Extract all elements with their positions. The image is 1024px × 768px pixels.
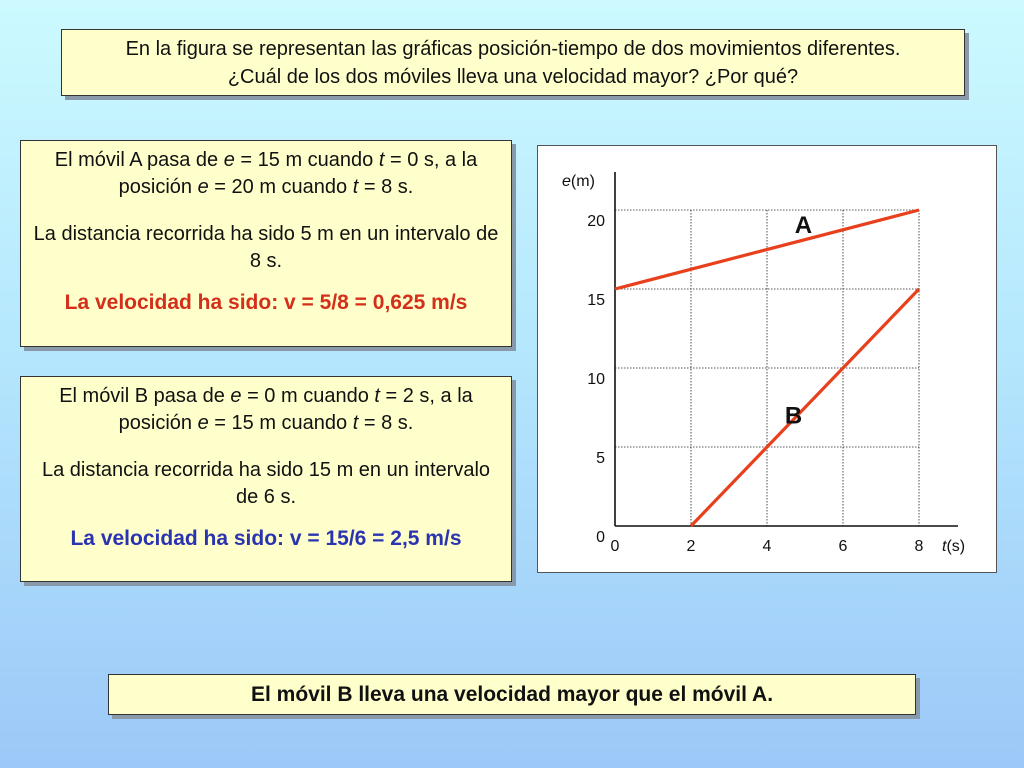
mobile-a-text-4: = 20 m cuando [208, 176, 353, 198]
x-tick-label: 8 [915, 538, 924, 555]
mobile-b-description: El móvil B pasa de e = 0 m cuando t = 2 … [29, 383, 503, 437]
series-line-b [689, 287, 921, 528]
y-axis-label-var: e [562, 173, 571, 190]
mobile-a-var-3: e [197, 176, 209, 198]
mobile-a-text-5: = 8 s. [358, 176, 414, 198]
mobile-b-text-1: El móvil B pasa de [59, 385, 231, 407]
y-tick-label: 0 [596, 529, 605, 546]
y-tick-label: 5 [596, 450, 605, 467]
mobile-a-var-2: t [378, 149, 385, 171]
question-line-2: ¿Cuál de los dos móviles lleva una veloc… [227, 66, 799, 88]
x-axis-label: t(s) [942, 538, 965, 555]
mobile-b-text-2: = 0 m cuando [241, 385, 375, 407]
conclusion-box: El móvil B lleva una velocidad mayor que… [108, 674, 916, 715]
mobile-a-card: El móvil A pasa de e = 15 m cuando t = 0… [20, 140, 512, 347]
mobile-a-description: El móvil A pasa de e = 15 m cuando t = 0… [29, 147, 503, 201]
mobile-b-text-3: = 2 s, a la posición [118, 385, 473, 434]
series-label-a: A [795, 212, 812, 239]
mobile-a-distance: La distancia recorrida ha sido 5 m en un… [33, 223, 499, 272]
mobile-a-text-3: = 0 s, a la posición [118, 149, 478, 198]
mobile-a-var-4: t [352, 176, 359, 198]
chart-grid [615, 209, 920, 526]
question-box: En la figura se representan las gráficas… [61, 29, 965, 96]
x-axis-label-var: t [942, 538, 947, 555]
chart-axes [614, 172, 958, 527]
y-tick-label: 20 [587, 213, 605, 230]
mobile-b-var-2: t [374, 385, 380, 407]
question-line-1: En la figura se representan las gráficas… [125, 38, 901, 60]
mobile-b-var-1: e [230, 385, 242, 407]
chart-series: AB [614, 208, 921, 528]
mobile-b-velocity: La velocidad ha sido: v = 15/6 = 2,5 m/s [70, 527, 462, 550]
mobile-a-var-1: e [223, 149, 235, 171]
mobile-a-velocity: La velocidad ha sido: v = 5/8 = 0,625 m/… [64, 291, 468, 314]
y-tick-label: 15 [587, 292, 605, 309]
x-axis-label-unit: (s) [946, 538, 965, 555]
mobile-b-card: El móvil B pasa de e = 0 m cuando t = 2 … [20, 376, 512, 582]
mobile-b-var-3: e [197, 412, 209, 434]
x-tick-label: 0 [611, 538, 620, 555]
x-tick-label: 4 [763, 538, 772, 555]
x-tick-label: 2 [687, 538, 696, 555]
mobile-b-var-4: t [352, 412, 359, 434]
y-axis-label: e(m) [562, 173, 595, 190]
chart-tick-labels: 0 2 4 6 8 0 5 10 15 20 [587, 213, 923, 555]
conclusion-text: El móvil B lleva una velocidad mayor que… [250, 683, 774, 706]
mobile-b-text-5: = 8 s. [358, 412, 414, 434]
y-axis-label-unit: (m) [571, 173, 595, 190]
mobile-b-text-4: = 15 m cuando [208, 412, 353, 434]
mobile-b-distance: La distancia recorrida ha sido 15 m en u… [41, 459, 491, 508]
y-tick-label: 10 [587, 371, 605, 388]
mobile-a-text-1: El móvil A pasa de [54, 149, 224, 171]
mobile-a-text-2: = 15 m cuando [234, 149, 379, 171]
x-tick-label: 6 [839, 538, 848, 555]
series-line-a [614, 208, 920, 291]
series-label-b: B [785, 402, 802, 429]
